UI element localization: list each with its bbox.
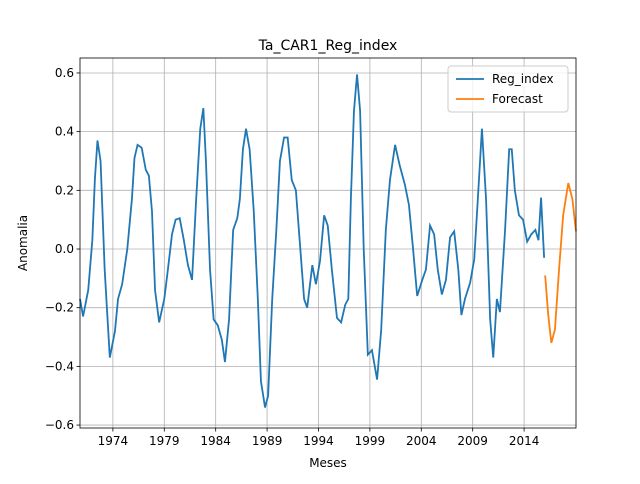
x-tick-label: 2009 <box>457 434 488 448</box>
x-tick-label: 1974 <box>98 434 129 448</box>
y-tick-label: −0.2 <box>45 301 74 315</box>
chart-title: Ta_CAR1_Reg_index <box>258 38 398 54</box>
x-tick-label: 1994 <box>303 434 334 448</box>
x-axis-label: Meses <box>309 456 347 470</box>
y-tick-label: 0.2 <box>55 183 74 197</box>
legend-label: Reg_index <box>492 72 554 86</box>
y-tick-label: −0.4 <box>45 359 74 373</box>
y-tick-label: 0.6 <box>55 66 74 80</box>
x-tick-label: 1979 <box>149 434 180 448</box>
x-tick-label: 2004 <box>406 434 437 448</box>
legend: Reg_index Forecast <box>447 65 569 113</box>
y-tick-label: 0.4 <box>55 125 74 139</box>
y-axis-label: Anomalia <box>16 215 30 271</box>
plot-frame <box>79 57 577 429</box>
data-line <box>79 74 546 408</box>
y-tick-label: −0.6 <box>45 418 74 432</box>
legend-box <box>447 65 569 113</box>
x-tick-label: 1999 <box>355 434 386 448</box>
x-tick-label: 2014 <box>509 434 540 448</box>
y-tick-label: 0.0 <box>55 242 74 256</box>
x-tick-label: 1989 <box>252 434 283 448</box>
data-line <box>544 182 577 344</box>
legend-label: Forecast <box>492 92 543 106</box>
x-tick-label: 1984 <box>200 434 231 448</box>
